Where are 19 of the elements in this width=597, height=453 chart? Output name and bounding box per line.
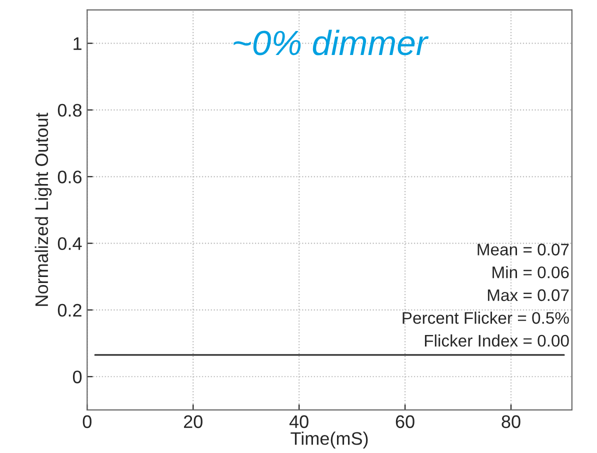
x-tick-label: 40 [289,415,308,428]
x-tick-label: 60 [396,415,414,428]
y-tick-label: 0.6 [58,170,82,184]
y-axis-title: Normalized Light Outout [34,112,52,306]
x-tick-label: 20 [184,415,202,428]
annotation: Min = 0.06 [492,266,569,278]
y-tick-label: 0 [72,370,82,384]
x-tick-label: 0 [82,415,92,428]
x-tick-label: 80 [502,415,520,428]
annotation: Flicker Index = 0.00 [424,334,569,347]
annotation: Max = 0.07 [488,289,569,302]
y-tick-label: 0.8 [58,104,82,117]
y-tick-label: 0.2 [58,304,82,317]
y-tick-label: 0.4 [58,237,82,250]
y-tick-label: 1 [74,37,82,50]
x-axis-title: Time(mS) [290,432,368,448]
annotation: Mean = 0.07 [478,244,569,256]
annotation: Percent Flicker = 0.5% [402,312,569,324]
chart-title: ~0% dimmer [234,30,429,56]
